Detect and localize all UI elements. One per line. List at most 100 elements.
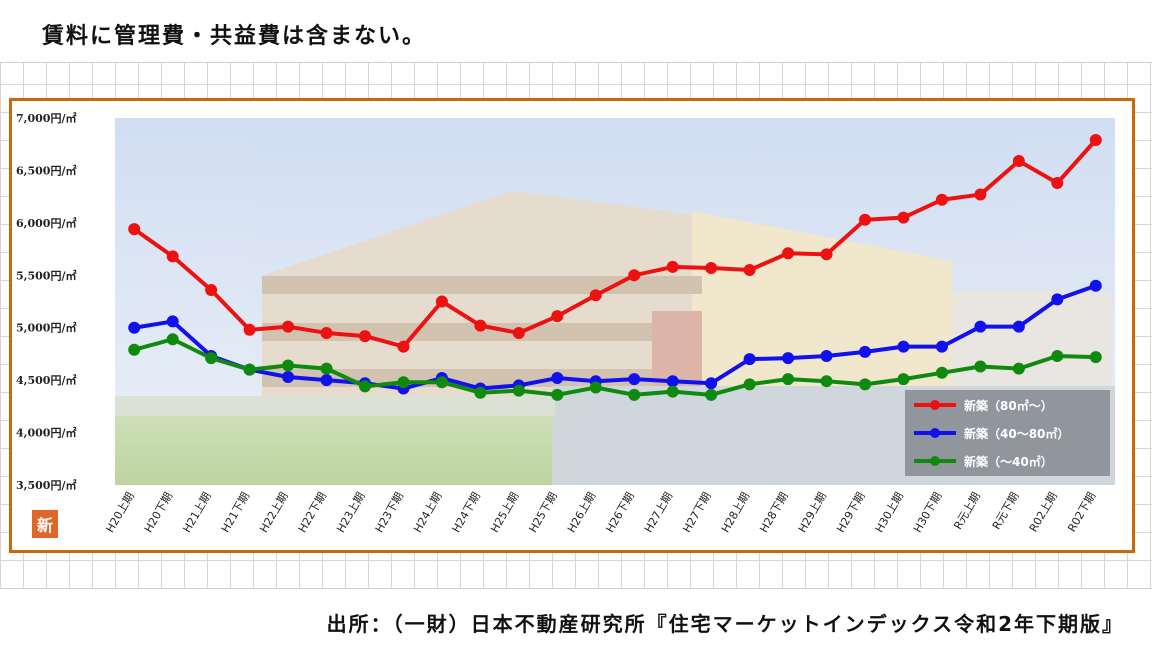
data-point	[128, 343, 141, 356]
x-tick-label: H20上期	[103, 490, 136, 535]
data-point	[282, 359, 295, 372]
x-tick-label: H23上期	[334, 490, 367, 535]
data-point	[782, 373, 795, 386]
legend-item: 新築（〜40㎡）	[914, 454, 1053, 469]
data-point	[705, 388, 718, 401]
data-point	[897, 211, 910, 224]
y-tick-label: 5,000円/㎡	[16, 321, 76, 335]
x-tick-label: H25下期	[527, 490, 560, 535]
data-point	[128, 321, 141, 334]
building-floor-1	[262, 276, 702, 294]
data-point	[859, 345, 871, 358]
data-point	[666, 260, 679, 273]
x-tick-label: H29下期	[834, 490, 867, 535]
data-point	[820, 350, 833, 363]
data-point	[359, 380, 371, 393]
data-point	[628, 269, 641, 282]
data-point	[551, 310, 564, 323]
data-point	[935, 340, 948, 353]
series-line	[133, 337, 1096, 397]
header-band	[0, 0, 1152, 63]
data-point	[935, 193, 948, 206]
fence	[115, 396, 555, 416]
building-right-wing	[692, 211, 952, 401]
legend-label: 新築（80㎡〜）	[964, 398, 1053, 413]
data-point	[1051, 350, 1064, 363]
x-tick-label: H21上期	[180, 490, 213, 535]
legend-swatch-dot	[930, 456, 940, 466]
legend-item: 新築（80㎡〜）	[914, 398, 1053, 413]
x-tick-label: H24下期	[450, 490, 483, 535]
data-point	[320, 362, 333, 375]
data-point	[320, 326, 333, 339]
data-point	[551, 388, 564, 401]
x-tick-label: H30下期	[911, 490, 944, 535]
data-point	[474, 319, 487, 332]
y-tick-label: 7,000円/㎡	[16, 111, 76, 125]
x-tick-label: H30上期	[873, 490, 906, 535]
x-tick-label: H27上期	[642, 490, 675, 535]
new-badge: 新	[32, 510, 58, 538]
y-tick-label: 3,500円/㎡	[16, 478, 76, 492]
data-point	[897, 340, 910, 353]
data-point	[474, 386, 487, 399]
data-point	[859, 378, 871, 391]
x-tick-label: H24上期	[411, 490, 444, 535]
y-axis: 3,500円/㎡ 4,000円/㎡ 4,500円/㎡ 5,000円/㎡ 5,500円/㎡…	[16, 111, 76, 492]
x-tick-label: H23下期	[373, 490, 406, 535]
data-point	[782, 352, 795, 365]
data-point	[166, 315, 179, 328]
data-point	[128, 223, 141, 236]
series-0	[128, 134, 1102, 353]
data-point	[243, 323, 256, 336]
x-tick-label: R元上期	[951, 490, 983, 532]
data-point	[705, 377, 718, 390]
data-point	[166, 333, 179, 346]
data-point	[1089, 134, 1102, 147]
data-point	[1012, 154, 1025, 167]
footer-band	[0, 588, 1152, 649]
source-citation: 出所：（一財）日本不動産研究所『住宅マーケットインデックス令和2年下期版』	[326, 612, 1124, 636]
badge-box	[32, 510, 58, 538]
legend-label: 新築（40〜80㎡）	[964, 426, 1069, 441]
x-tick-label: H29上期	[796, 490, 829, 535]
x-tick-label: H28下期	[757, 490, 790, 535]
series-line	[133, 283, 1097, 391]
y-tick-label: 4,500円/㎡	[16, 373, 76, 387]
series-2	[128, 333, 1102, 401]
x-tick-label: H28上期	[719, 490, 752, 535]
x-tick-label: H27下期	[680, 490, 713, 535]
series-layer	[128, 134, 1102, 401]
series-1	[128, 279, 1102, 395]
data-point	[1051, 177, 1064, 190]
data-point	[1012, 362, 1025, 375]
data-point	[820, 248, 833, 261]
y-tick-label: 5,500円/㎡	[16, 268, 76, 282]
data-point	[166, 250, 179, 263]
data-point	[666, 375, 679, 388]
data-point	[435, 376, 448, 389]
legend-label: 新築（〜40㎡）	[964, 454, 1053, 469]
data-point	[205, 283, 218, 296]
data-point	[512, 326, 525, 339]
data-point	[859, 213, 871, 226]
data-point	[282, 370, 295, 383]
data-point	[320, 374, 333, 387]
data-point	[743, 353, 756, 366]
legend-item: 新築（40〜80㎡）	[914, 426, 1069, 441]
badge-label: 新	[37, 516, 53, 535]
y-tick-label: 6,500円/㎡	[16, 163, 76, 177]
y-tick-label: 4,000円/㎡	[16, 426, 76, 440]
x-tick-label: R02下期	[1065, 490, 1098, 534]
data-point	[589, 289, 602, 302]
data-point	[820, 375, 833, 388]
data-point	[782, 247, 795, 260]
building-side	[952, 291, 1112, 401]
data-point	[243, 363, 256, 376]
data-point	[743, 264, 756, 277]
x-tick-label: H22下期	[296, 490, 329, 535]
data-point	[974, 360, 987, 373]
data-point	[551, 372, 564, 385]
x-axis: H20上期 H20下期 H21上期 H21下期 H22上期 H22下期 H23上期 H23下期…	[103, 490, 1098, 535]
x-tick-label: R元下期	[990, 490, 1022, 532]
